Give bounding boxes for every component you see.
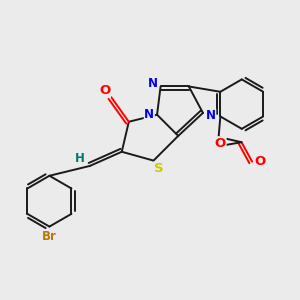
Text: O: O — [215, 137, 226, 150]
Text: O: O — [254, 155, 266, 168]
Text: N: N — [148, 77, 158, 90]
Text: N: N — [144, 108, 154, 121]
Text: S: S — [154, 162, 164, 175]
Text: H: H — [75, 152, 85, 165]
Text: O: O — [99, 84, 110, 97]
Text: Br: Br — [42, 230, 57, 243]
Text: N: N — [206, 109, 216, 122]
